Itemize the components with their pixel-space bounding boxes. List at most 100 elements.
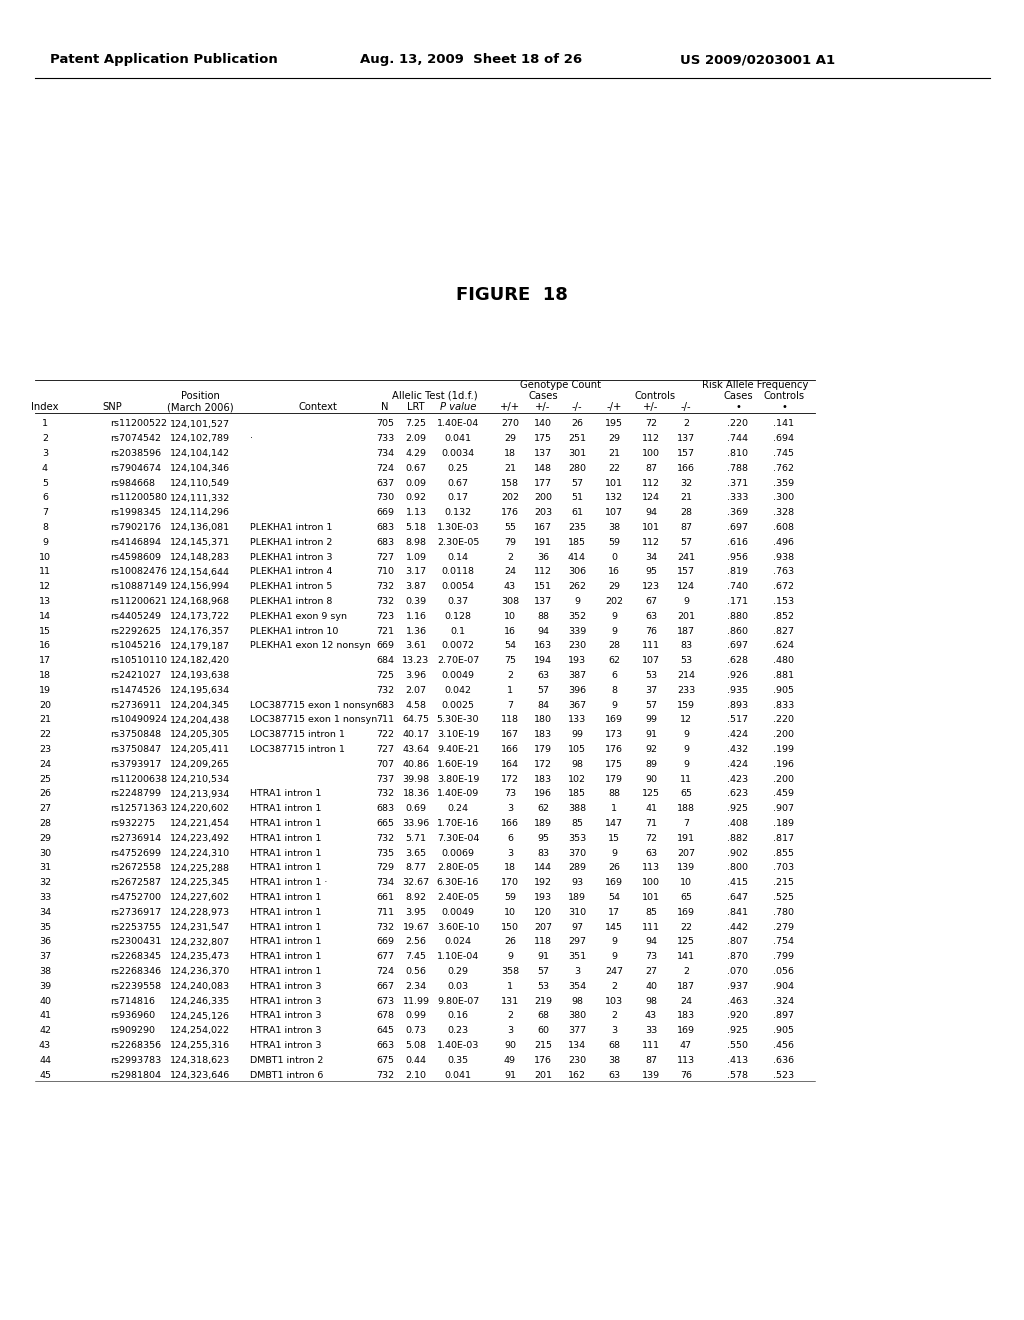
Text: .925: .925 (727, 804, 749, 813)
Text: 175: 175 (534, 434, 552, 444)
Text: 167: 167 (534, 523, 552, 532)
Text: 73: 73 (504, 789, 516, 799)
Text: 124,240,083: 124,240,083 (170, 982, 230, 991)
Text: 188: 188 (677, 804, 695, 813)
Text: 387: 387 (568, 671, 586, 680)
Text: 99: 99 (571, 730, 583, 739)
Text: •: • (735, 403, 741, 412)
Text: 124,110,549: 124,110,549 (170, 479, 230, 487)
Text: Allelic Test (1d.f.): Allelic Test (1d.f.) (392, 391, 478, 401)
Text: 15: 15 (39, 627, 51, 636)
Text: 43: 43 (645, 1011, 657, 1020)
Text: .189: .189 (773, 820, 795, 828)
Text: 734: 734 (376, 449, 394, 458)
Text: 732: 732 (376, 582, 394, 591)
Text: 9: 9 (683, 760, 689, 768)
Text: 7.45: 7.45 (406, 952, 427, 961)
Text: PLEKHA1 intron 2: PLEKHA1 intron 2 (250, 539, 333, 546)
Text: 124,225,288: 124,225,288 (170, 863, 230, 873)
Text: 94: 94 (537, 627, 549, 636)
Text: 124,213,934: 124,213,934 (170, 789, 230, 799)
Text: .056: .056 (773, 968, 795, 975)
Text: .745: .745 (773, 449, 795, 458)
Text: 12: 12 (680, 715, 692, 725)
Text: 0.0049: 0.0049 (441, 671, 474, 680)
Text: 49: 49 (504, 1056, 516, 1065)
Text: 351: 351 (568, 952, 586, 961)
Text: 1.40E-04: 1.40E-04 (437, 420, 479, 429)
Text: 0.0025: 0.0025 (441, 701, 474, 710)
Text: 0.09: 0.09 (406, 479, 427, 487)
Text: 0.99: 0.99 (406, 1011, 427, 1020)
Text: 170: 170 (501, 878, 519, 887)
Text: 9.40E-21: 9.40E-21 (437, 744, 479, 754)
Text: 76: 76 (680, 1071, 692, 1080)
Text: 124,148,283: 124,148,283 (170, 553, 230, 562)
Text: 21: 21 (39, 715, 51, 725)
Text: 124,195,634: 124,195,634 (170, 686, 230, 694)
Text: 711: 711 (376, 908, 394, 917)
Text: 675: 675 (376, 1056, 394, 1065)
Text: 124,176,357: 124,176,357 (170, 627, 230, 636)
Text: 90: 90 (645, 775, 657, 784)
Text: 53: 53 (537, 982, 549, 991)
Text: 663: 663 (376, 1041, 394, 1051)
Text: .881: .881 (773, 671, 795, 680)
Text: .220: .220 (727, 420, 749, 429)
Text: 91: 91 (504, 1071, 516, 1080)
Text: 215: 215 (534, 1041, 552, 1051)
Text: 19.67: 19.67 (402, 923, 429, 932)
Text: 233: 233 (677, 686, 695, 694)
Text: 62: 62 (608, 656, 620, 665)
Text: HTRA1 intron 1: HTRA1 intron 1 (250, 894, 322, 902)
Text: 0.1: 0.1 (451, 627, 466, 636)
Text: FIGURE  18: FIGURE 18 (456, 286, 568, 304)
Text: .893: .893 (727, 701, 749, 710)
Text: 6: 6 (42, 494, 48, 503)
Text: 124,182,420: 124,182,420 (170, 656, 230, 665)
Text: 396: 396 (568, 686, 586, 694)
Text: .754: .754 (773, 937, 795, 946)
Text: PLEKHA1 exon 12 nonsyn: PLEKHA1 exon 12 nonsyn (250, 642, 371, 651)
Text: DMBT1 intron 2: DMBT1 intron 2 (250, 1056, 324, 1065)
Text: 207: 207 (677, 849, 695, 858)
Text: .359: .359 (773, 479, 795, 487)
Text: PLEKHA1 intron 10: PLEKHA1 intron 10 (250, 627, 338, 636)
Text: 24: 24 (680, 997, 692, 1006)
Text: 55: 55 (504, 523, 516, 532)
Text: (March 2006): (March 2006) (167, 403, 233, 412)
Text: 3.80E-19: 3.80E-19 (437, 775, 479, 784)
Text: .740: .740 (727, 582, 749, 591)
Text: rs932275: rs932275 (110, 820, 155, 828)
Text: .333: .333 (727, 494, 749, 503)
Text: SNP: SNP (102, 403, 122, 412)
Text: 9: 9 (611, 701, 617, 710)
Text: +/-: +/- (536, 403, 551, 412)
Text: rs2268356: rs2268356 (110, 1041, 161, 1051)
Text: 3: 3 (507, 849, 513, 858)
Text: .628: .628 (727, 656, 749, 665)
Text: .070: .070 (727, 968, 749, 975)
Text: 45: 45 (39, 1071, 51, 1080)
Text: 732: 732 (376, 923, 394, 932)
Text: 669: 669 (376, 937, 394, 946)
Text: .926: .926 (727, 671, 749, 680)
Text: 2: 2 (42, 434, 48, 444)
Text: 38: 38 (608, 523, 621, 532)
Text: 133: 133 (568, 715, 586, 725)
Text: 179: 179 (534, 744, 552, 754)
Text: PLEKHA1 intron 4: PLEKHA1 intron 4 (250, 568, 333, 577)
Text: HTRA1 intron 1: HTRA1 intron 1 (250, 968, 322, 975)
Text: .517: .517 (727, 715, 749, 725)
Text: 645: 645 (376, 1027, 394, 1035)
Text: 18: 18 (504, 863, 516, 873)
Text: 144: 144 (534, 863, 552, 873)
Text: .763: .763 (773, 568, 795, 577)
Text: 148: 148 (534, 463, 552, 473)
Text: rs2253755: rs2253755 (110, 923, 161, 932)
Text: 5: 5 (42, 479, 48, 487)
Text: .459: .459 (773, 789, 795, 799)
Text: 683: 683 (376, 523, 394, 532)
Text: .608: .608 (773, 523, 795, 532)
Text: 2.40E-05: 2.40E-05 (437, 894, 479, 902)
